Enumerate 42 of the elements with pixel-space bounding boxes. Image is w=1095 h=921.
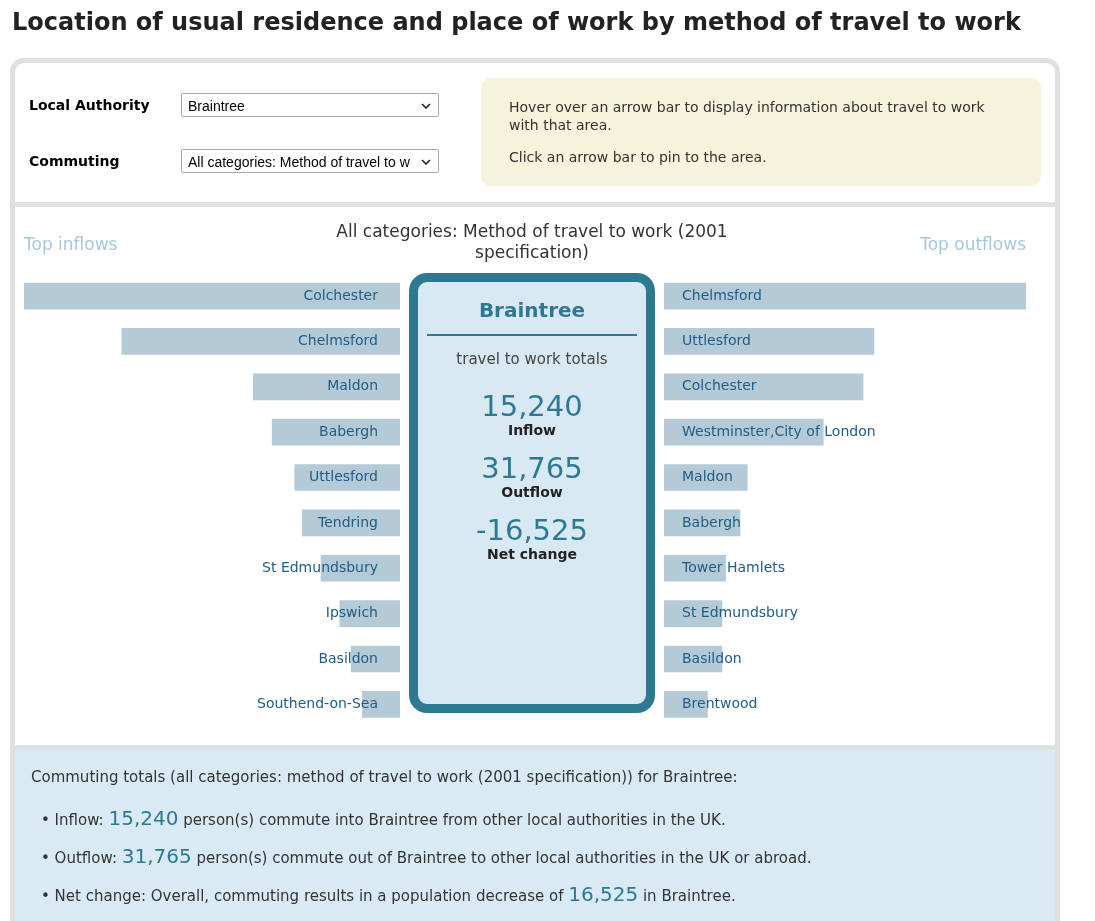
text: Commuting xyxy=(29,153,121,170)
text: Location of usual residence and place of work by method of travel to work xyxy=(12,8,1022,36)
y-tick-label: Babergh xyxy=(319,422,378,439)
y-tick-label: Basildon xyxy=(682,649,742,666)
text: • Net change: Overall, commuting results in a population decrease of 16,525 in Braintree. xyxy=(41,882,736,906)
y-tick-label: St Edmundsbury xyxy=(262,558,378,575)
text: Net change xyxy=(486,546,578,562)
text: 15,240 xyxy=(481,389,583,423)
text: -16,525 xyxy=(476,513,588,547)
chart-title: Top outflows xyxy=(919,233,1027,254)
y-tick-label: Chelmsford xyxy=(298,332,378,349)
y-tick-label: St Edmundsbury xyxy=(682,604,798,621)
y-tick-label: Chelmsford xyxy=(682,286,762,303)
text: 31,765 xyxy=(481,451,583,485)
y-tick-label: Uttlesford xyxy=(309,468,378,485)
text: Braintree xyxy=(478,298,586,322)
y-tick-label: Uttlesford xyxy=(682,332,751,349)
y-tick-label: Tower Hamlets xyxy=(681,558,786,575)
text: Click an arrow bar to pin to the area. xyxy=(509,148,768,166)
text: Commuting totals (all categories: method of travel to work (2001 specification)) for Braintree: xyxy=(31,768,739,786)
y-tick-label: Ipswich xyxy=(325,604,378,621)
y-tick-label: Colchester xyxy=(303,286,379,303)
y-tick-label: Babergh xyxy=(682,513,741,530)
y-tick-label: Basildon xyxy=(318,649,378,666)
text: • Outflow: 31,765 person(s) commute out of Braintree to other local authorities in the UK or abroad. xyxy=(41,844,812,868)
text: All categories: Method of travel to work (2001 specification) xyxy=(335,221,729,264)
text: Hover over an arrow bar to display information about travel to work with that area. xyxy=(509,98,986,134)
text: Local Authority xyxy=(29,96,151,113)
text: Outflow xyxy=(500,484,564,500)
y-tick-label: Westminster,City of London xyxy=(682,422,876,439)
chart-title: Top inflows xyxy=(23,233,118,254)
text: All categories: Method of travel to w xyxy=(181,149,439,174)
text: Braintree xyxy=(181,92,439,117)
y-tick-label: Brentwood xyxy=(682,694,758,711)
y-tick-label: Tendring xyxy=(317,513,378,530)
text: • Inflow: 15,240 person(s) commute into Braintree from other local authorities in the UK. xyxy=(41,806,726,830)
y-tick-label: Maldon xyxy=(682,468,733,485)
y-tick-label: Southend-on-Sea xyxy=(257,694,378,711)
text: travel to work totals xyxy=(456,350,608,368)
y-tick-label: Colchester xyxy=(682,377,757,394)
text: Inflow xyxy=(506,422,558,438)
y-tick-label: Maldon xyxy=(327,377,378,394)
